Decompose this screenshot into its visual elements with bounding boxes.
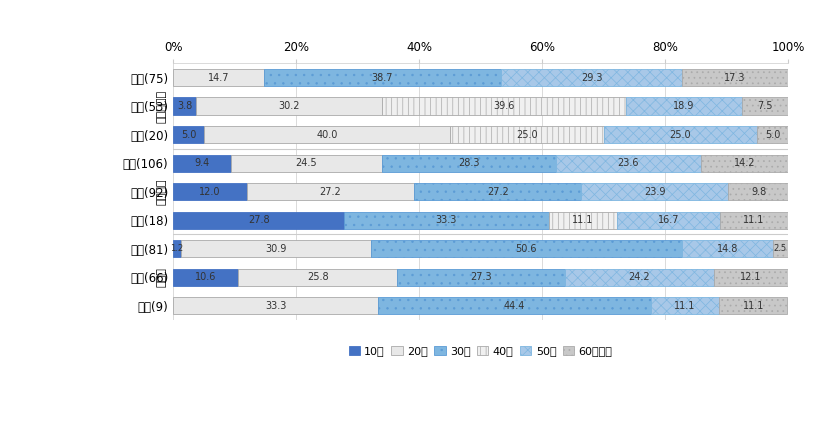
Text: 23.6: 23.6: [617, 158, 638, 168]
Bar: [555, 155, 700, 172]
Text: 5.0: 5.0: [764, 130, 779, 139]
Text: 9.4: 9.4: [194, 158, 209, 168]
Bar: [203, 126, 449, 143]
Bar: [728, 183, 787, 200]
Bar: [396, 269, 564, 286]
Bar: [700, 155, 787, 172]
Bar: [370, 240, 681, 257]
Text: 1.2: 1.2: [170, 244, 183, 253]
Text: 30.2: 30.2: [278, 101, 299, 111]
Bar: [713, 269, 787, 286]
Text: 10.6: 10.6: [195, 272, 216, 282]
Text: 3.8: 3.8: [177, 101, 192, 111]
Text: 14.8: 14.8: [715, 244, 737, 254]
Text: 24.5: 24.5: [295, 158, 317, 168]
Text: 27.8: 27.8: [247, 215, 269, 225]
Bar: [650, 297, 719, 314]
Bar: [681, 69, 787, 86]
Bar: [173, 212, 344, 229]
Text: 5.0: 5.0: [180, 130, 196, 139]
Text: 27.2: 27.2: [486, 187, 508, 197]
Text: 38.7: 38.7: [371, 73, 393, 83]
Bar: [231, 155, 381, 172]
Text: 18.9: 18.9: [672, 101, 694, 111]
Text: 2.5: 2.5: [773, 244, 786, 253]
Bar: [681, 240, 772, 257]
Text: 25.8: 25.8: [307, 272, 328, 282]
Text: 9.8: 9.8: [750, 187, 765, 197]
Bar: [377, 297, 650, 314]
Bar: [719, 212, 787, 229]
Bar: [719, 297, 786, 314]
Text: 27.3: 27.3: [470, 272, 491, 282]
Text: 11.1: 11.1: [571, 215, 593, 225]
Text: 40.0: 40.0: [316, 130, 337, 139]
Text: 14.2: 14.2: [733, 158, 754, 168]
Bar: [344, 212, 548, 229]
Text: 30.9: 30.9: [265, 244, 286, 254]
Bar: [581, 183, 728, 200]
Text: 27.2: 27.2: [319, 187, 341, 197]
Bar: [173, 297, 377, 314]
Text: 28.3: 28.3: [457, 158, 479, 168]
Legend: 10代, 20代, 30代, 40代, 50代, 60代以上: 10代, 20代, 30代, 40代, 50代, 60代以上: [344, 341, 616, 361]
Text: 44.4: 44.4: [503, 301, 524, 311]
Text: 殺人・傈傷: 殺人・傈傷: [157, 90, 167, 123]
Text: 性犯罪: 性犯罪: [157, 267, 167, 287]
Bar: [741, 97, 787, 114]
Text: 33.3: 33.3: [435, 215, 457, 225]
Text: 50.6: 50.6: [514, 244, 536, 254]
Bar: [564, 269, 713, 286]
Text: 11.1: 11.1: [743, 215, 763, 225]
Bar: [246, 183, 414, 200]
Text: 14.7: 14.7: [208, 73, 229, 83]
Bar: [173, 97, 196, 114]
Bar: [548, 212, 616, 229]
Bar: [757, 126, 787, 143]
Bar: [173, 69, 263, 86]
Bar: [382, 97, 625, 114]
Text: 23.9: 23.9: [643, 187, 665, 197]
Bar: [381, 155, 555, 172]
Bar: [196, 97, 382, 114]
Bar: [238, 269, 396, 286]
Text: 17.3: 17.3: [724, 73, 744, 83]
Bar: [603, 126, 757, 143]
Bar: [173, 183, 246, 200]
Bar: [625, 97, 741, 114]
Text: 7.5: 7.5: [757, 101, 772, 111]
Bar: [173, 269, 238, 286]
Text: 12.1: 12.1: [739, 272, 761, 282]
Bar: [414, 183, 581, 200]
Text: 11.1: 11.1: [742, 301, 763, 311]
Bar: [180, 240, 370, 257]
Bar: [173, 155, 231, 172]
Text: 16.7: 16.7: [657, 215, 678, 225]
Text: 交通事故: 交通事故: [157, 178, 167, 205]
Bar: [449, 126, 603, 143]
Bar: [501, 69, 681, 86]
Text: 39.6: 39.6: [493, 101, 514, 111]
Bar: [772, 240, 787, 257]
Bar: [616, 212, 719, 229]
Text: 29.3: 29.3: [580, 73, 601, 83]
Text: 12.0: 12.0: [199, 187, 221, 197]
Text: 24.2: 24.2: [628, 272, 649, 282]
Text: 25.0: 25.0: [515, 130, 537, 139]
Bar: [173, 126, 203, 143]
Text: 33.3: 33.3: [265, 301, 286, 311]
Bar: [173, 240, 180, 257]
Text: 11.1: 11.1: [673, 301, 695, 311]
Bar: [263, 69, 501, 86]
Text: 25.0: 25.0: [669, 130, 691, 139]
